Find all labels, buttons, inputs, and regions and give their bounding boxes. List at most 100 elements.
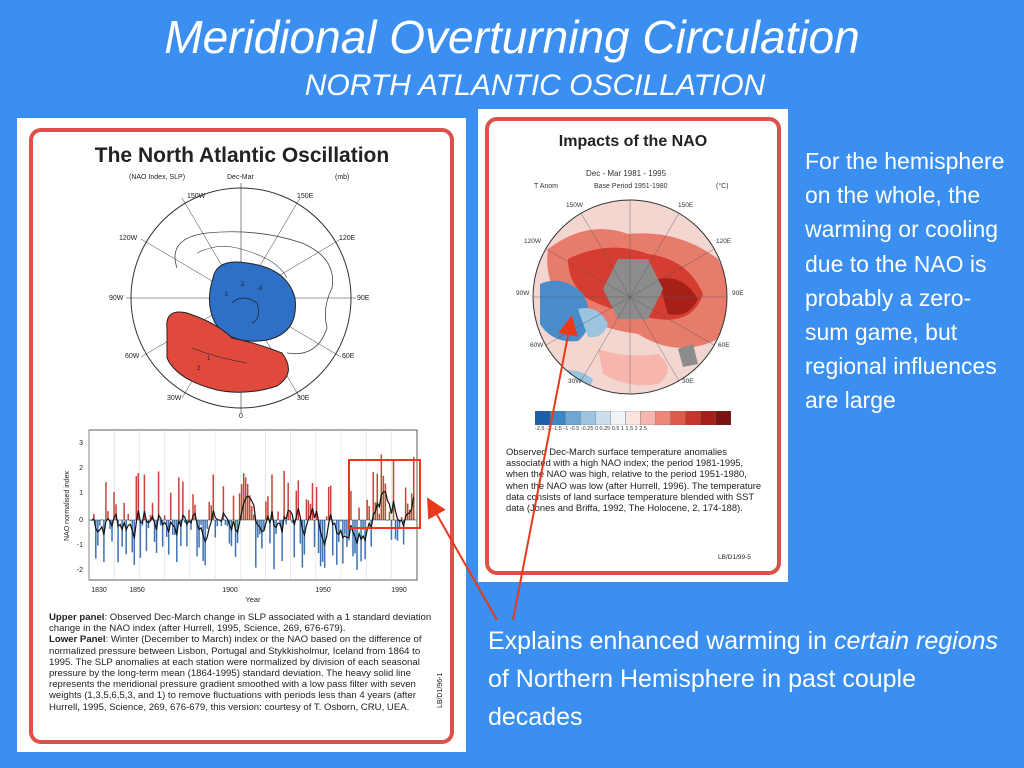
index-bar (311, 483, 314, 520)
panel-heading: Impacts of the NAO (558, 133, 708, 150)
index-bar (412, 456, 415, 520)
y-tick-label: 1 (79, 490, 83, 497)
map-label-0: 0 (239, 413, 243, 420)
index-bar (406, 503, 409, 520)
index-bar (378, 513, 381, 520)
index-bar (279, 520, 281, 526)
index-bar (180, 520, 182, 547)
map-label-90w: 90W (516, 290, 530, 297)
y-tick-label: 2 (79, 465, 83, 472)
contour-label: 1 (207, 356, 211, 362)
index-bar (139, 520, 142, 558)
index-bar (283, 470, 285, 520)
map-label-30w: 30W (167, 395, 182, 402)
arrow-to-nao-index (427, 497, 498, 621)
map-label-60w: 60W (530, 342, 544, 349)
index-bar (176, 520, 178, 563)
index-bar (289, 511, 291, 520)
index-bar (93, 513, 95, 520)
index-bar (242, 473, 245, 520)
map-sub-right: (mb) (335, 174, 350, 181)
index-bar (327, 486, 330, 520)
index-bar (101, 519, 103, 520)
arrow-to-impacts-map (512, 315, 578, 621)
index-bar (123, 502, 125, 520)
map-label-60w: 60W (125, 353, 140, 360)
map-label-30e: 30E (682, 378, 694, 385)
slide-title: Meridional Overturning Circulation (164, 11, 860, 63)
index-bar (340, 520, 342, 522)
index-bar (234, 520, 237, 557)
map-sub-center: Base Period 1951-1980 (594, 183, 668, 190)
caption-lower-text: : Winter (December to March) index or th… (49, 634, 422, 713)
index-bar (208, 501, 210, 520)
index-bar (200, 520, 202, 525)
index-bar (95, 520, 97, 559)
map-label-150w: 150W (566, 202, 584, 209)
index-bar (220, 520, 223, 527)
index-bar (169, 492, 172, 520)
map-label-60e: 60E (342, 353, 355, 360)
index-bar (329, 485, 332, 520)
y-tick-label: 0 (79, 517, 83, 524)
map-sub-left: (NAO Index, SLP) (129, 174, 186, 181)
legend-swatch (715, 411, 731, 425)
index-bar (161, 520, 164, 547)
index-bar (99, 520, 101, 526)
index-bar (392, 459, 395, 520)
index-bar (238, 493, 241, 520)
index-bar (147, 520, 150, 529)
map-sub-center: Dec-Mar (227, 174, 254, 181)
index-bar (396, 520, 399, 541)
index-bar (285, 520, 287, 525)
index-bar (360, 520, 362, 562)
index-bar (382, 475, 385, 520)
panel-heading: The North Atlantic Oscillation (94, 144, 390, 167)
y-tick-label: -2 (77, 567, 83, 574)
index-bar (157, 471, 160, 520)
slp-polar-map: 150W 150E 120W 120E 90W 90E 60W 60E 30W … (109, 183, 370, 420)
index-bar (317, 520, 320, 554)
index-bar (404, 487, 407, 520)
index-bar (295, 490, 298, 520)
contour-label: -2 (239, 282, 245, 288)
index-bar (325, 516, 328, 520)
index-bar (321, 520, 324, 562)
index-bar (358, 507, 360, 520)
y-tick-label: -1 (77, 542, 83, 549)
index-bar (301, 520, 304, 568)
caption-upper-label: Upper panel (49, 612, 105, 623)
index-bar (107, 511, 109, 520)
index-bar (143, 474, 146, 520)
map-label-30e: 30E (297, 395, 310, 402)
index-bar (350, 490, 352, 520)
index-bar (362, 520, 364, 530)
side-commentary: For the hemisphere on the whole, the war… (805, 148, 1005, 414)
bottom-commentary: Explains enhanced warming in certain reg… (488, 622, 1008, 736)
index-bar (336, 520, 338, 565)
index-bar (190, 520, 192, 530)
index-bar (380, 454, 383, 520)
index-bar (131, 520, 134, 553)
index-bar (386, 520, 389, 521)
index-bar (356, 520, 358, 570)
index-bar (388, 511, 391, 520)
x-tick-label: 1850 (129, 587, 145, 594)
map-label-90w: 90W (109, 295, 124, 302)
map-label-150w: 150W (187, 193, 206, 200)
index-bar (149, 514, 152, 520)
map-label-90e: 90E (732, 290, 744, 297)
period-label: Dec - Mar 1981 - 1995 (586, 169, 667, 178)
index-bar (125, 520, 127, 555)
index-bar (186, 520, 188, 547)
index-bar (269, 520, 271, 544)
map-label-120e: 120E (339, 235, 356, 242)
caption-lower-label: Lower Panel (49, 634, 106, 646)
index-bar (240, 484, 243, 520)
index-bar (352, 520, 354, 557)
nao-impacts-panel: Impacts of the NAO Dec - Mar 1981 - 1995… (478, 109, 788, 582)
contour-label: -3 (257, 286, 263, 292)
figure-code: LB/D1/99-5 (718, 554, 751, 561)
index-bar (281, 520, 283, 562)
